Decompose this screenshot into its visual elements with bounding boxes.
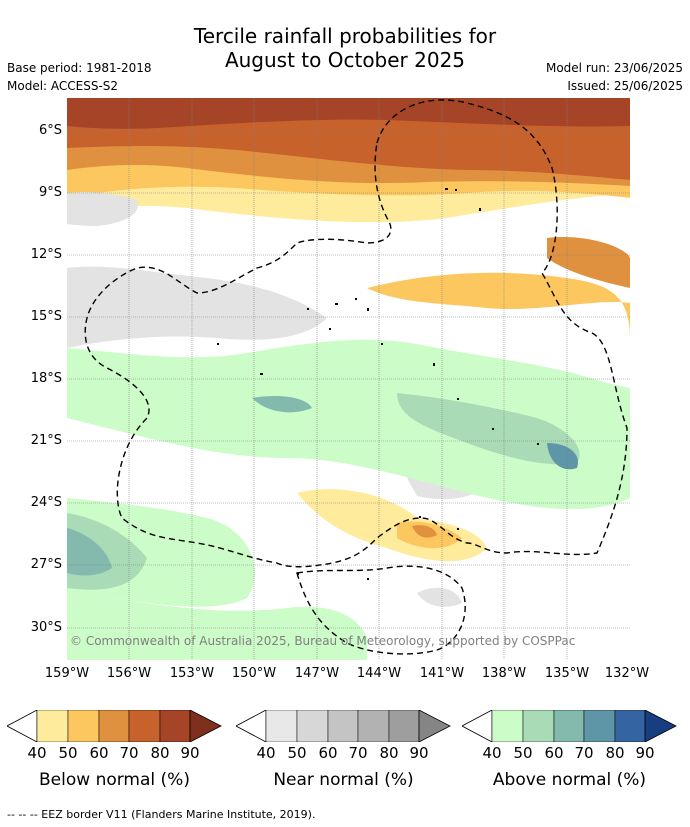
above-normal-faint-area-south (67, 593, 367, 660)
below-normal-band-east (367, 272, 630, 338)
colorbar-below-label: Below normal (%) (39, 770, 190, 790)
tick-label: 70 (348, 744, 368, 762)
lon-label-141w: 141°W (419, 666, 465, 681)
below-normal-light-patch-south (412, 525, 437, 538)
lat-label-6s: 6°S (38, 123, 62, 138)
near-normal-area-west (67, 266, 327, 348)
above-normal-dark-patch-sw (67, 528, 112, 576)
lat-label-18s: 18°S (30, 371, 62, 386)
map-panel: © Commonwealth of Australia 2025, Bureau… (67, 98, 630, 660)
footnote: -- -- -- EEZ border V11 (Flanders Marine… (7, 808, 316, 821)
lon-label-147w: 147°W (294, 666, 340, 681)
lat-label-9s: 9°S (38, 185, 62, 200)
model-name: Model: ACCESS-S2 (7, 79, 119, 93)
below-normal-dark-area (67, 98, 630, 129)
lat-label-27s: 27°S (30, 557, 62, 572)
above-normal-dark-patch-center (252, 396, 312, 413)
colorbar-near-label: Near normal (%) (273, 770, 414, 790)
lat-label-24s: 24°S (30, 495, 62, 510)
colorbar-below-ticks: 40 50 60 70 80 90 (7, 744, 222, 764)
tick-label: 60 (544, 744, 564, 762)
lat-label-30s: 30°S (30, 620, 62, 635)
model-run: Model run: 23/06/2025 (545, 61, 683, 75)
above-normal-mid-area (397, 393, 580, 465)
meta-right: Model run: 23/06/2025 Issued: 25/06/2025 (546, 59, 683, 95)
lat-label-21s: 21°S (30, 433, 62, 448)
below-normal-patch-east (547, 237, 630, 288)
tick-label: 60 (318, 744, 338, 762)
eez-border-line-south (296, 565, 466, 655)
lon-label-159w: 159°W (44, 666, 90, 681)
graticule (67, 98, 630, 660)
above-normal-faint-area (67, 339, 630, 510)
tick-label: 90 (409, 744, 429, 762)
meta-left: Base period: 1981-2018 Model: ACCESS-S2 (7, 59, 152, 95)
lon-label-135w: 135°W (544, 666, 590, 681)
tick-label: 80 (379, 744, 399, 762)
lon-label-153w: 153°W (169, 666, 215, 681)
colorbar-above-ticks: 40 50 60 70 80 90 (462, 744, 677, 764)
lon-label-150w: 150°W (231, 666, 277, 681)
map-title: Tercile rainfall probabilities for Augus… (0, 24, 690, 72)
lon-label-138w: 138°W (481, 666, 527, 681)
lat-label-12s: 12°S (30, 247, 62, 262)
lat-label-15s: 15°S (30, 309, 62, 324)
issued-date: Issued: 25/06/2025 (567, 79, 683, 93)
near-normal-patch-nw (67, 191, 138, 226)
colorbar-near (236, 710, 451, 742)
tick-label: 90 (180, 744, 200, 762)
colorbar-above (462, 710, 677, 742)
tick-label: 80 (150, 744, 170, 762)
tick-label: 60 (89, 744, 109, 762)
near-normal-patch-south (417, 587, 462, 607)
colorbar-below (7, 710, 222, 742)
tick-label: 40 (27, 744, 47, 762)
island-marks (217, 188, 539, 580)
title-line-1: Tercile rainfall probabilities for (193, 24, 497, 48)
tick-label: 50 (287, 744, 307, 762)
tick-label: 40 (256, 744, 276, 762)
base-period: Base period: 1981-2018 (7, 61, 152, 75)
colorbar-near-ticks: 40 50 60 70 80 90 (236, 744, 451, 764)
map-canvas (67, 98, 630, 660)
lon-label-132w: 132°W (604, 666, 650, 681)
title-line-2: August to October 2025 (224, 48, 466, 72)
tick-label: 70 (119, 744, 139, 762)
above-normal-deep-patch (547, 443, 578, 470)
tick-label: 90 (635, 744, 655, 762)
lon-label-156w: 156°W (106, 666, 152, 681)
tick-label: 70 (574, 744, 594, 762)
tick-label: 80 (605, 744, 625, 762)
tick-label: 50 (513, 744, 533, 762)
copyright-text: © Commonwealth of Australia 2025, Bureau… (70, 634, 576, 648)
tick-label: 50 (58, 744, 78, 762)
tick-label: 40 (482, 744, 502, 762)
eez-border-line (84, 99, 628, 568)
colorbar-above-label: Above normal (%) (492, 770, 647, 790)
lon-label-144w: 144°W (356, 666, 402, 681)
